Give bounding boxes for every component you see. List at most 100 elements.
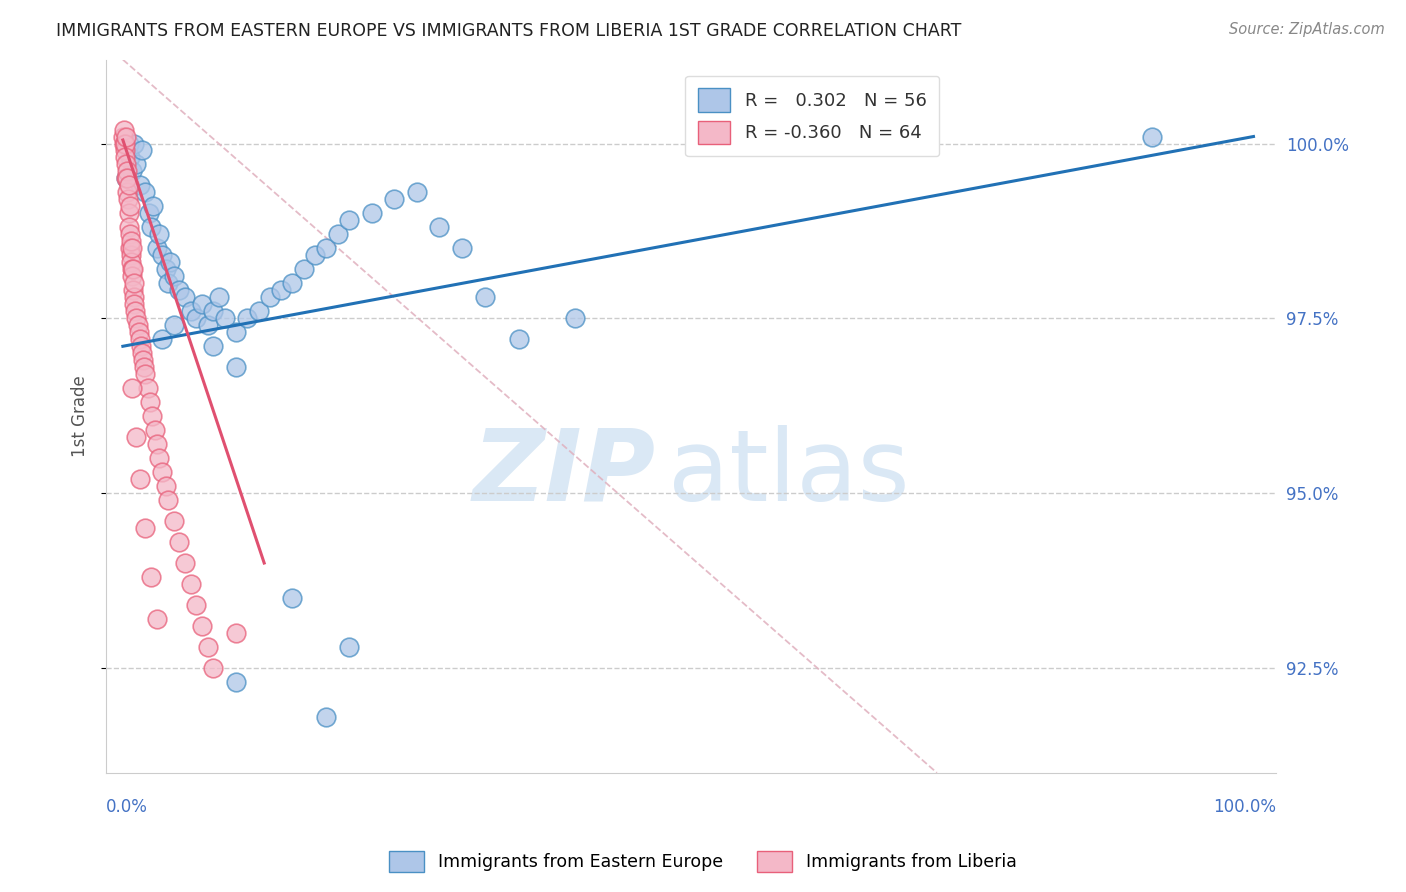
Legend: Immigrants from Eastern Europe, Immigrants from Liberia: Immigrants from Eastern Europe, Immigran… <box>382 844 1024 879</box>
Point <box>208 290 231 304</box>
Point <box>121 262 143 277</box>
Point <box>148 451 170 466</box>
Point <box>121 381 143 395</box>
Point <box>157 493 180 508</box>
Point <box>139 220 162 235</box>
Point <box>143 423 166 437</box>
Point <box>118 199 141 213</box>
Point <box>128 326 150 340</box>
Point <box>128 332 150 346</box>
Point <box>115 157 138 171</box>
Point <box>122 290 145 304</box>
Point <box>122 136 145 151</box>
Point <box>225 626 247 640</box>
Point <box>180 304 202 318</box>
Point <box>146 437 169 451</box>
Point <box>127 318 149 333</box>
Point <box>114 151 136 165</box>
Point <box>186 311 208 326</box>
Point <box>155 479 177 493</box>
Point <box>360 206 382 220</box>
Point <box>225 326 247 340</box>
Point <box>121 269 143 284</box>
Point <box>134 368 156 382</box>
Point <box>115 164 138 178</box>
Point <box>152 332 174 346</box>
Point <box>128 472 150 486</box>
Text: 100.0%: 100.0% <box>1213 798 1277 816</box>
Point <box>146 612 169 626</box>
Point <box>202 339 225 353</box>
Point <box>169 535 191 549</box>
Y-axis label: 1st Grade: 1st Grade <box>72 376 89 457</box>
Point <box>180 577 202 591</box>
Point <box>429 220 451 235</box>
Point <box>163 269 186 284</box>
Point <box>174 556 197 570</box>
Point <box>117 178 139 193</box>
Point <box>191 297 214 311</box>
Point <box>118 220 141 235</box>
Point <box>148 227 170 242</box>
Point <box>163 514 186 528</box>
Point <box>125 157 148 171</box>
Point <box>117 186 139 200</box>
Text: IMMIGRANTS FROM EASTERN EUROPE VS IMMIGRANTS FROM LIBERIA 1ST GRADE CORRELATION : IMMIGRANTS FROM EASTERN EUROPE VS IMMIGR… <box>56 22 962 40</box>
Point <box>117 206 139 220</box>
Point <box>125 311 148 326</box>
Point <box>139 570 162 584</box>
Point <box>292 262 315 277</box>
Point <box>138 206 160 220</box>
Point <box>225 674 247 689</box>
Text: ZIP: ZIP <box>472 425 655 522</box>
Point <box>120 248 142 262</box>
Point <box>197 640 219 654</box>
Point <box>152 465 174 479</box>
Point <box>121 241 143 255</box>
Point <box>174 290 197 304</box>
Point <box>247 304 270 318</box>
Point <box>134 186 156 200</box>
Text: Source: ZipAtlas.com: Source: ZipAtlas.com <box>1229 22 1385 37</box>
Point <box>197 318 219 333</box>
Point <box>315 241 337 255</box>
Point <box>120 255 142 269</box>
Point <box>128 178 150 193</box>
Point <box>115 171 138 186</box>
Point <box>131 346 153 360</box>
Point <box>225 360 247 375</box>
Point <box>326 227 349 242</box>
Point <box>382 193 405 207</box>
Point <box>112 129 135 144</box>
Point <box>121 164 143 178</box>
Point <box>129 339 152 353</box>
Point <box>134 521 156 535</box>
Point <box>117 136 139 151</box>
Point <box>155 262 177 277</box>
Point <box>157 277 180 291</box>
Point <box>132 353 155 368</box>
Point <box>259 290 281 304</box>
Point <box>159 255 181 269</box>
Text: 0.0%: 0.0% <box>105 798 148 816</box>
Point <box>186 598 208 612</box>
Point <box>1140 129 1163 144</box>
Point <box>134 360 156 375</box>
Point <box>117 193 139 207</box>
Point <box>122 297 145 311</box>
Point <box>122 262 145 277</box>
Point <box>474 290 496 304</box>
Point <box>281 277 304 291</box>
Point <box>202 661 225 675</box>
Point <box>118 227 141 242</box>
Point <box>125 430 148 444</box>
Point <box>315 710 337 724</box>
Point <box>214 311 236 326</box>
Point <box>118 151 141 165</box>
Point <box>281 591 304 605</box>
Point <box>124 304 146 318</box>
Point <box>131 144 153 158</box>
Point <box>564 311 586 326</box>
Point <box>120 235 142 249</box>
Text: atlas: atlas <box>668 425 910 522</box>
